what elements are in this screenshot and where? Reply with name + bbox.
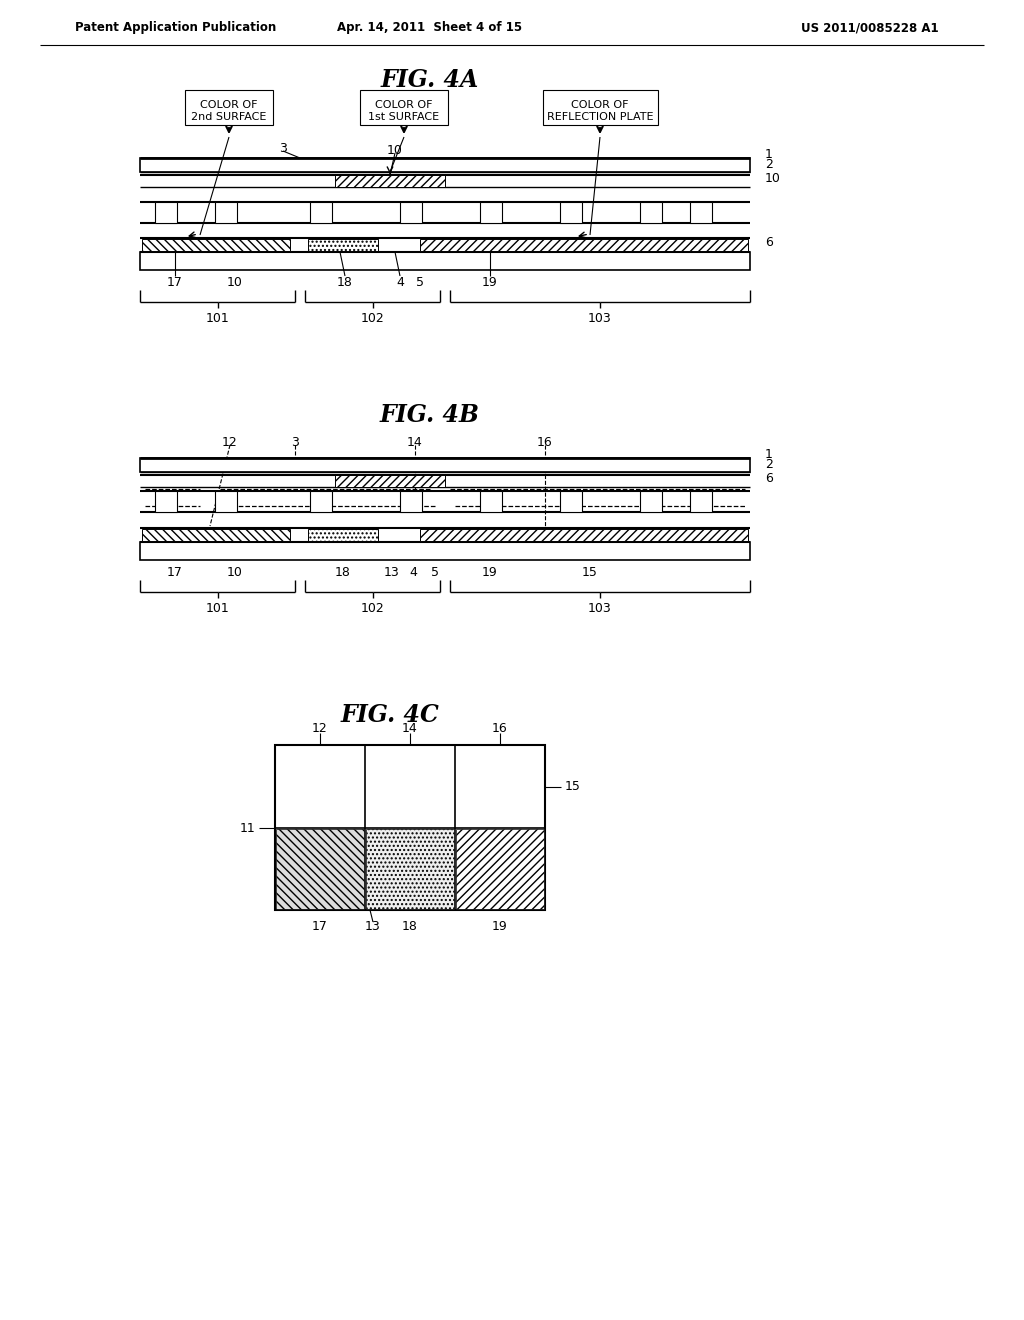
Text: 17: 17 [167,565,183,578]
Bar [335,176,445,187]
Text: 14: 14 [408,436,423,449]
Text: 12: 12 [312,722,328,735]
Text: 19: 19 [482,276,498,289]
Text: 2: 2 [765,157,773,170]
Text: 17: 17 [167,276,183,289]
Bar [690,202,712,223]
Bar [276,829,364,909]
Bar [335,475,445,487]
Bar [140,158,750,172]
Bar [155,202,177,223]
Text: 16: 16 [538,436,553,449]
Text: 5: 5 [431,565,439,578]
Text: 15: 15 [582,565,598,578]
Bar [640,202,662,223]
Text: REFLECTION PLATE: REFLECTION PLATE [547,112,653,121]
Text: 10: 10 [227,565,243,578]
Text: 4: 4 [409,565,417,578]
Text: 19: 19 [482,565,498,578]
Text: 6: 6 [765,236,773,249]
Bar [275,744,545,909]
Bar [308,529,378,541]
Text: 14: 14 [402,722,418,735]
Text: 13: 13 [384,565,400,578]
Bar [420,529,748,541]
Bar [140,543,750,560]
Text: 12: 12 [222,436,238,449]
Bar [420,239,748,251]
Bar [140,252,750,271]
Bar [560,491,582,512]
Bar [366,829,454,909]
Bar [400,202,422,223]
Text: 101: 101 [206,312,229,325]
Bar [400,491,422,512]
Bar [456,829,544,909]
Text: 102: 102 [360,312,384,325]
Text: FIG. 4A: FIG. 4A [381,69,479,92]
Text: 3: 3 [280,141,287,154]
Text: 11: 11 [240,821,255,834]
Bar [140,458,750,473]
Bar [308,239,378,251]
Bar [480,491,502,512]
Text: 16: 16 [493,722,508,735]
Text: 18: 18 [402,920,418,932]
Bar [640,491,662,512]
Bar [155,491,177,512]
Bar [185,90,273,125]
Text: FIG. 4B: FIG. 4B [380,403,480,426]
Text: 5: 5 [416,276,424,289]
Text: US 2011/0085228 A1: US 2011/0085228 A1 [801,21,939,34]
Bar [142,529,290,541]
Bar [310,202,332,223]
Text: 19: 19 [493,920,508,932]
Text: 15: 15 [565,780,581,793]
Bar [690,491,712,512]
Text: 1: 1 [765,148,773,161]
Bar [215,491,237,512]
Bar [215,202,237,223]
Text: Patent Application Publication: Patent Application Publication [75,21,276,34]
Text: 10: 10 [765,172,781,185]
Text: 10: 10 [387,144,402,157]
Text: COLOR OF: COLOR OF [375,100,433,110]
Text: 1st SURFACE: 1st SURFACE [369,112,439,121]
Text: 17: 17 [312,920,328,932]
Text: COLOR OF: COLOR OF [201,100,258,110]
Bar [310,491,332,512]
Text: 3: 3 [291,436,299,449]
Text: 6: 6 [765,471,773,484]
Text: 103: 103 [588,602,612,615]
Text: 101: 101 [206,602,229,615]
Text: 2: 2 [765,458,773,470]
Text: 1: 1 [765,447,773,461]
Text: 2nd SURFACE: 2nd SURFACE [191,112,266,121]
Bar [360,90,449,125]
Text: 10: 10 [227,276,243,289]
Text: 13: 13 [366,920,381,932]
Text: 4: 4 [396,276,403,289]
Text: COLOR OF: COLOR OF [571,100,629,110]
Text: Apr. 14, 2011  Sheet 4 of 15: Apr. 14, 2011 Sheet 4 of 15 [338,21,522,34]
Bar [543,90,658,125]
Text: 18: 18 [337,276,353,289]
Bar [560,202,582,223]
Bar [480,202,502,223]
Text: 103: 103 [588,312,612,325]
Text: 102: 102 [360,602,384,615]
Text: 18: 18 [335,565,351,578]
Bar [142,239,290,251]
Text: FIG. 4C: FIG. 4C [341,704,439,727]
